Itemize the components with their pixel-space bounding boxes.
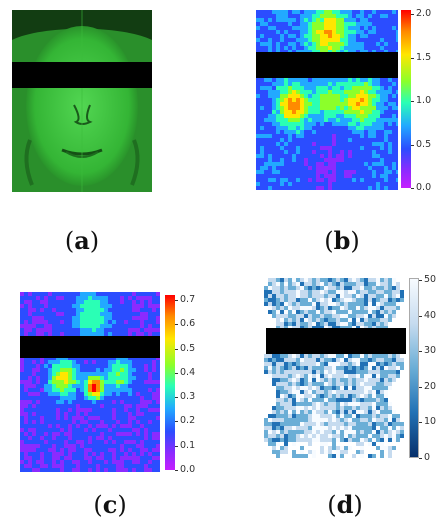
- colorbar-tickmark: [411, 188, 414, 189]
- colorbar-tick-label: 0: [424, 452, 431, 463]
- colorbar-tick-label: 0.3: [180, 391, 196, 403]
- colorbar-tick-label: 0.7: [180, 294, 196, 305]
- colorbar-tick-label: 50: [424, 274, 437, 285]
- colorbar-tick-label: 0.0: [180, 464, 196, 475]
- colorbar-tickmark: [419, 386, 422, 388]
- colorbar-tick-label: 0.4: [180, 366, 196, 378]
- heatmap-c-cells: [20, 292, 160, 472]
- colorbar-tickmark: [175, 470, 178, 471]
- colorbar-tick-label: 40: [424, 309, 437, 321]
- colorbar-tickmark: [419, 458, 422, 459]
- panel-d-colorbar: [409, 278, 419, 458]
- redaction-bar: [12, 62, 152, 88]
- colorbar-tick-label: 0.5: [180, 342, 196, 354]
- panel-c-colorbar: [165, 295, 175, 470]
- colorbar-tickmark: [175, 348, 178, 350]
- colorbar-tickmark: [175, 421, 178, 423]
- colorbar-tickmark: [175, 397, 178, 399]
- panel-a-caption: (a): [64, 226, 100, 255]
- redaction-bar: [20, 336, 160, 358]
- colorbar-tick-label: 0.5: [416, 138, 432, 150]
- colorbar-tick-label: 0.0: [416, 182, 432, 193]
- colorbar-tick-label: 0.6: [180, 318, 196, 330]
- panel-d-caption: (d): [327, 490, 363, 519]
- colorbar-tick-label: 0.2: [180, 415, 196, 427]
- colorbar-tickmark: [419, 315, 422, 317]
- colorbar-tickmark: [411, 14, 414, 15]
- colorbar-tick-label: 1.0: [416, 95, 432, 106]
- colorbar-tick-label: 10: [424, 416, 437, 428]
- panel-a-face-image: [12, 10, 152, 192]
- panel-c-heatmap: [20, 292, 160, 472]
- panel-b-colorbar: [401, 10, 411, 188]
- colorbar-tickmark: [411, 144, 414, 146]
- colorbar-tickmark: [419, 280, 422, 281]
- colorbar-tick-label: 2.0: [416, 8, 432, 19]
- colorbar-tickmark: [175, 300, 178, 301]
- face-illustration: [12, 10, 152, 192]
- panel-b-heatmap: [256, 10, 398, 190]
- panel-c-caption: (c): [93, 490, 127, 519]
- colorbar-tick-label: 0.1: [180, 439, 196, 451]
- redaction-bar: [266, 328, 406, 354]
- colorbar-tickmark: [175, 372, 178, 374]
- colorbar-tick-label: 1.5: [416, 51, 432, 63]
- heatmap-d-cells: [264, 278, 404, 458]
- redaction-bar: [256, 52, 398, 78]
- colorbar-tickmark: [175, 324, 178, 326]
- colorbar-tick-label: 30: [424, 345, 437, 357]
- panel-d-heatmap: [256, 278, 406, 458]
- colorbar-tickmark: [411, 57, 414, 59]
- colorbar-tickmark: [175, 445, 178, 447]
- colorbar-tickmark: [411, 101, 414, 102]
- panel-b-caption: (b): [324, 226, 360, 255]
- colorbar-tickmark: [419, 422, 422, 424]
- colorbar-tickmark: [419, 351, 422, 353]
- colorbar-tick-label: 20: [424, 380, 437, 392]
- heatmap-b-cells: [256, 10, 398, 190]
